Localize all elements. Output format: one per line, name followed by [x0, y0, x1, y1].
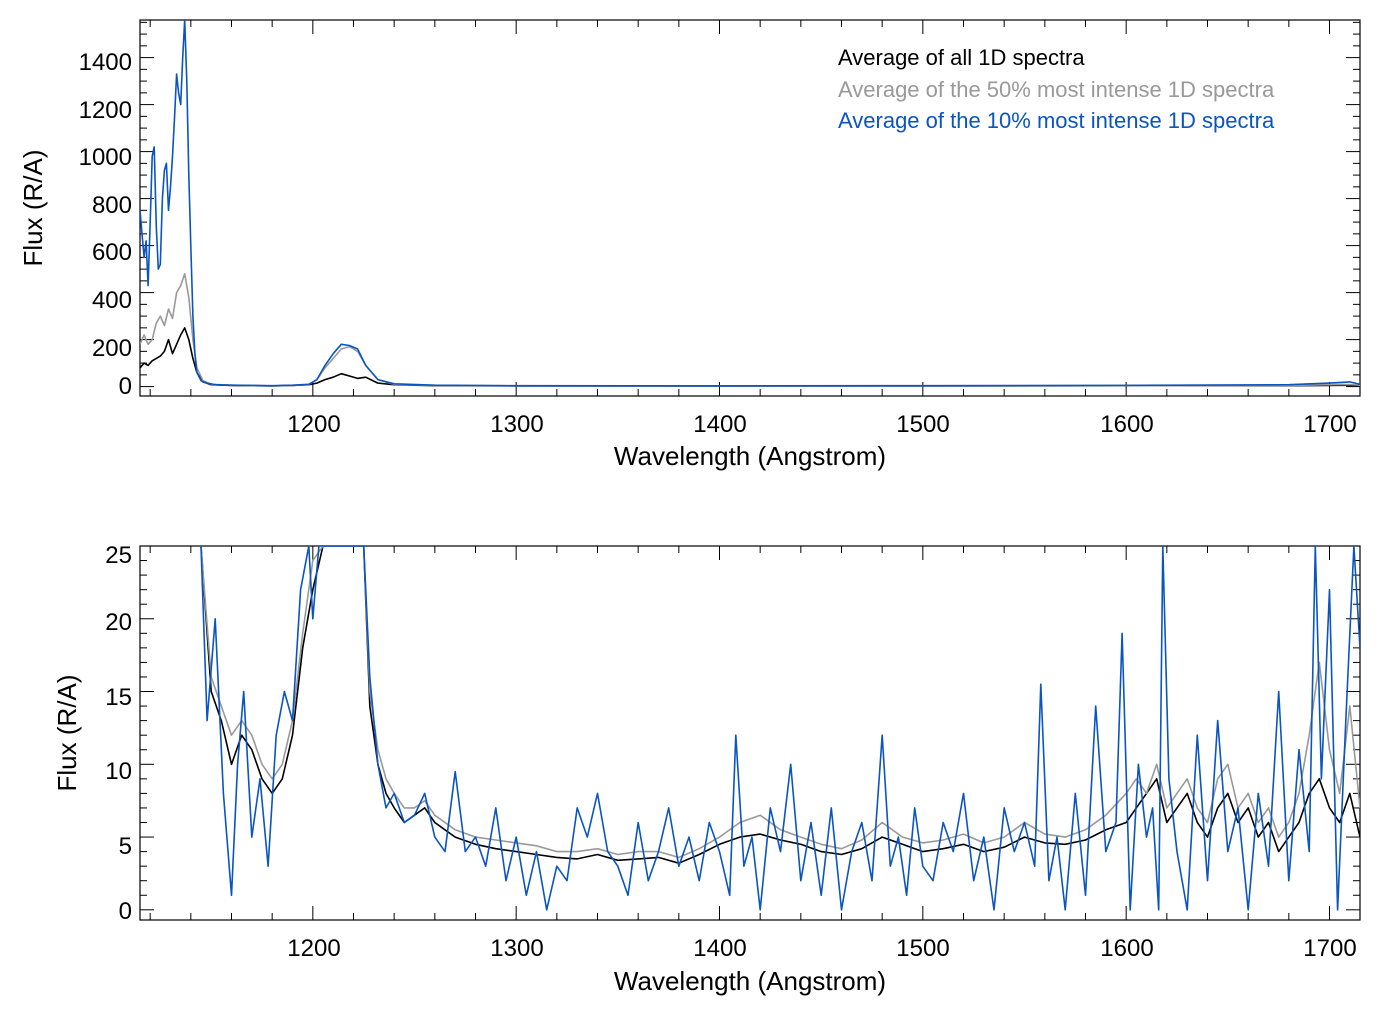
y-tick-label: 1000 — [79, 144, 132, 171]
series-line-0 — [200, 546, 1360, 865]
x-tick-label: 1500 — [896, 411, 949, 438]
top-plot-frame — [139, 19, 1361, 397]
x-tick-label: 1700 — [1303, 411, 1356, 438]
y-tick-label: 10 — [105, 758, 132, 785]
bottom-y-axis-title: Flux (R/A) — [52, 675, 82, 792]
bottom-series-lines — [200, 546, 1360, 911]
bottom-plot-frame — [139, 545, 1361, 921]
top-x-axis-title: Wavelength (Angstrom) — [614, 441, 886, 471]
y-tick-label: 600 — [92, 239, 132, 266]
top-panel: 1200 1300 1400 1500 1600 1700 0 200 400 … — [18, 19, 1361, 471]
x-tick-label: 1600 — [1100, 411, 1153, 438]
x-tick-label: 1400 — [693, 411, 746, 438]
y-tick-label: 800 — [92, 192, 132, 219]
legend-entry-50pct: Average of the 50% most intense 1D spect… — [838, 77, 1275, 102]
series-line-1 — [200, 546, 1360, 859]
x-tick-label: 1700 — [1303, 935, 1356, 962]
bottom-x-axis-title: Wavelength (Angstrom) — [614, 966, 886, 996]
series-line-2 — [200, 546, 1360, 911]
x-tick-label: 1400 — [693, 935, 746, 962]
bottom-axis-ticks — [140, 545, 1360, 920]
x-tick-label: 1300 — [490, 935, 543, 962]
y-tick-label: 15 — [105, 684, 132, 711]
x-tick-label: 1500 — [896, 935, 949, 962]
x-tick-label: 1600 — [1100, 935, 1153, 962]
series-line-0 — [140, 327, 1360, 387]
y-tick-label: 0 — [119, 898, 132, 925]
bottom-panel: 1200 1300 1400 1500 1600 1700 0 5 10 15 … — [52, 542, 1361, 996]
y-tick-label: 25 — [105, 542, 132, 569]
legend-entry-all: Average of all 1D spectra — [838, 45, 1085, 70]
top-y-axis-title: Flux (R/A) — [18, 150, 48, 267]
series-line-2 — [140, 20, 1360, 387]
legend: Average of all 1D spectra Average of the… — [838, 45, 1275, 133]
y-tick-label: 5 — [119, 833, 132, 860]
y-tick-label: 1200 — [79, 97, 132, 124]
top-series-lines — [140, 20, 1360, 387]
x-tick-label: 1200 — [287, 935, 340, 962]
top-y-tick-labels: 0 200 400 600 800 1000 1200 1400 — [79, 49, 132, 400]
bottom-y-tick-labels: 0 5 10 15 20 25 — [105, 542, 132, 925]
y-tick-label: 20 — [105, 609, 132, 636]
bottom-x-tick-labels: 1200 1300 1400 1500 1600 1700 — [287, 935, 1356, 962]
y-tick-label: 400 — [92, 287, 132, 314]
x-tick-label: 1300 — [490, 411, 543, 438]
y-tick-label: 200 — [92, 335, 132, 362]
top-x-tick-labels: 1200 1300 1400 1500 1600 1700 — [287, 411, 1356, 438]
x-tick-label: 1200 — [287, 411, 340, 438]
legend-entry-10pct: Average of the 10% most intense 1D spect… — [838, 108, 1275, 133]
y-tick-label: 1400 — [79, 49, 132, 76]
y-tick-label: 0 — [119, 373, 132, 400]
